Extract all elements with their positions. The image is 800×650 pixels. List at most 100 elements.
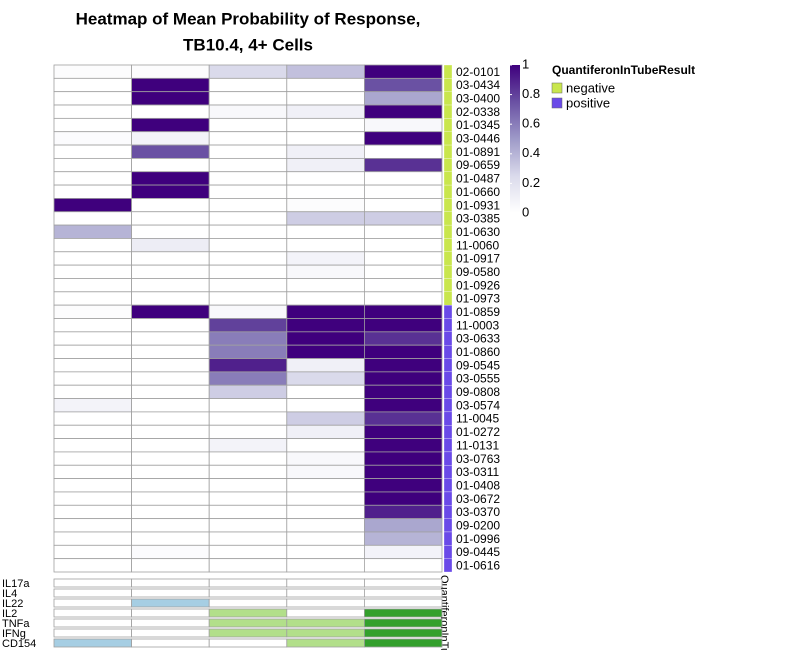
subset-cell — [208, 608, 288, 618]
subset-cell — [363, 588, 443, 598]
heat-cell — [363, 278, 443, 293]
heat-cell — [286, 184, 365, 199]
heat-cell — [131, 504, 210, 520]
heat-cell — [286, 491, 365, 506]
heat-cell — [53, 104, 132, 119]
row-label: 11-0045 — [456, 412, 499, 426]
group-cell — [443, 425, 453, 439]
subset-cell — [53, 578, 132, 588]
row-label: 01-0487 — [456, 172, 500, 186]
heat-cell — [363, 77, 443, 93]
heat-cell — [53, 278, 132, 293]
group-cell — [443, 558, 453, 573]
heat-cell — [286, 264, 365, 279]
heat-cell — [208, 371, 288, 386]
group-cell — [443, 305, 453, 319]
subset-cell — [53, 608, 132, 618]
heat-cell — [363, 104, 443, 119]
row-label: 01-0345 — [456, 118, 500, 132]
row-label: 03-0311 — [456, 465, 499, 479]
heat-cell — [208, 531, 288, 546]
heat-cell — [363, 291, 443, 306]
row-label: 03-0672 — [456, 492, 500, 506]
subset-cell — [286, 618, 365, 628]
heat-cell — [131, 531, 210, 546]
heat-cell — [363, 344, 443, 359]
group-cell — [443, 491, 453, 506]
heat-cell — [208, 304, 288, 319]
heat-cell — [131, 104, 210, 119]
heat-cell — [208, 238, 288, 253]
heat-cell — [208, 278, 288, 293]
heat-cell — [286, 77, 365, 93]
heat-cell — [208, 291, 288, 306]
heat-cell — [131, 171, 210, 186]
heat-cell — [286, 318, 365, 333]
colorbar-tick-label: 0.8 — [522, 86, 540, 101]
colorbar-tick-label: 0 — [522, 204, 529, 219]
heat-cell — [363, 144, 443, 159]
row-label: 01-0272 — [456, 425, 500, 439]
heat-cell — [53, 504, 132, 520]
heat-cell — [208, 77, 288, 93]
legend-swatch — [551, 97, 563, 109]
heat-cell — [363, 424, 443, 439]
heat-cell — [363, 238, 443, 253]
subset-cell — [363, 628, 443, 638]
row-label: 02-0338 — [456, 105, 500, 119]
group-cell — [443, 264, 453, 279]
subset-cell — [363, 578, 443, 588]
row-label: 03-0763 — [456, 452, 500, 466]
heat-cell — [286, 238, 365, 253]
heat-cell — [131, 358, 210, 373]
heat-cell — [131, 64, 210, 79]
heat-cell — [286, 464, 365, 480]
heat-cell — [53, 291, 132, 306]
heat-cell — [208, 211, 288, 226]
heat-cell — [53, 224, 132, 239]
heat-cell — [363, 518, 443, 533]
heat-cell — [363, 464, 443, 480]
row-label: 01-0973 — [456, 292, 500, 306]
heat-cell — [53, 424, 132, 439]
heat-cell — [53, 157, 132, 173]
subset-cell — [208, 628, 288, 638]
group-cell — [443, 144, 453, 159]
heat-cell — [363, 478, 443, 493]
heat-cell — [53, 91, 132, 106]
subset-cell — [53, 588, 132, 598]
group-cell — [443, 278, 453, 292]
heat-cell — [363, 198, 443, 213]
row-label: 11-0131 — [456, 438, 499, 452]
heat-cell — [363, 504, 443, 520]
heat-cell — [363, 184, 443, 199]
legend-label: negative — [566, 80, 615, 95]
heat-cell — [131, 451, 210, 466]
row-label: 11-0003 — [456, 318, 499, 332]
heat-cell — [53, 531, 132, 546]
subset-cell — [208, 618, 288, 628]
heat-cell — [363, 358, 443, 373]
row-label: 03-0370 — [456, 505, 500, 519]
heat-cell — [53, 478, 132, 493]
heat-cell — [286, 331, 365, 346]
chart-title: TB10.4, 4+ Cells — [183, 35, 313, 54]
heat-cell — [363, 64, 443, 79]
heat-cell — [363, 318, 443, 333]
row-label: 09-0580 — [456, 265, 500, 279]
heat-cell — [208, 251, 288, 266]
subset-cell — [131, 608, 210, 618]
colorbar-tick-label: 0.6 — [522, 116, 540, 131]
heat-cell — [286, 358, 365, 373]
heat-cell — [363, 558, 443, 573]
group-cell — [443, 385, 453, 399]
group-cell — [443, 224, 453, 239]
heat-cell — [208, 491, 288, 506]
subset-cell — [131, 588, 210, 598]
heat-cell — [363, 438, 443, 453]
heat-cell — [208, 398, 288, 413]
subset-cell — [286, 638, 365, 648]
heat-cell — [53, 198, 132, 213]
heat-cell — [131, 371, 210, 386]
heat-cell — [208, 198, 288, 213]
